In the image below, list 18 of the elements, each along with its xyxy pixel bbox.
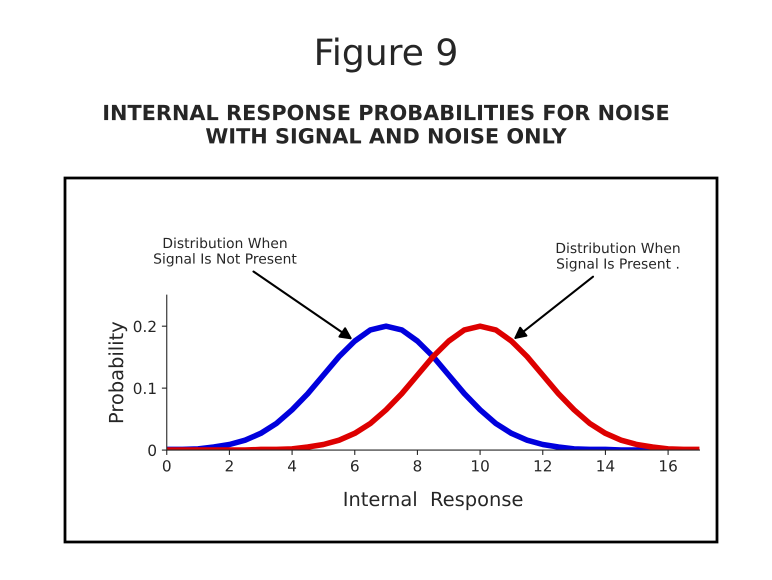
x-tick-label: 0 bbox=[162, 460, 171, 472]
x-tick-label: 2 bbox=[226, 460, 233, 472]
x-tick-label: 6 bbox=[350, 460, 359, 472]
annotation: Distribution When Signal Is Present . bbox=[556, 242, 680, 272]
y-tick-label: 0 bbox=[148, 444, 156, 456]
annotation: Distribution When Signal Is Not Present bbox=[154, 238, 297, 266]
x-tick-label: 10 bbox=[472, 460, 489, 472]
y-axis-title: Probability bbox=[108, 322, 128, 422]
y-tick-label: 0.1 bbox=[134, 382, 156, 394]
x-tick-label: 16 bbox=[660, 460, 677, 472]
x-tick-label: 12 bbox=[534, 460, 551, 472]
x-tick-label: 14 bbox=[597, 460, 614, 472]
x-axis-title: Internal Response bbox=[344, 491, 522, 510]
y-tick-label: 0.2 bbox=[134, 320, 156, 332]
chart-subtitle: INTERNAL RESPONSE PROBABILITIES FOR NOISE WITH SIGNAL AND NOISE ONLY bbox=[104, 104, 668, 144]
x-tick-label: 8 bbox=[414, 460, 422, 472]
chart-title: Figure 9 bbox=[317, 38, 456, 72]
x-tick-label: 4 bbox=[288, 460, 296, 472]
